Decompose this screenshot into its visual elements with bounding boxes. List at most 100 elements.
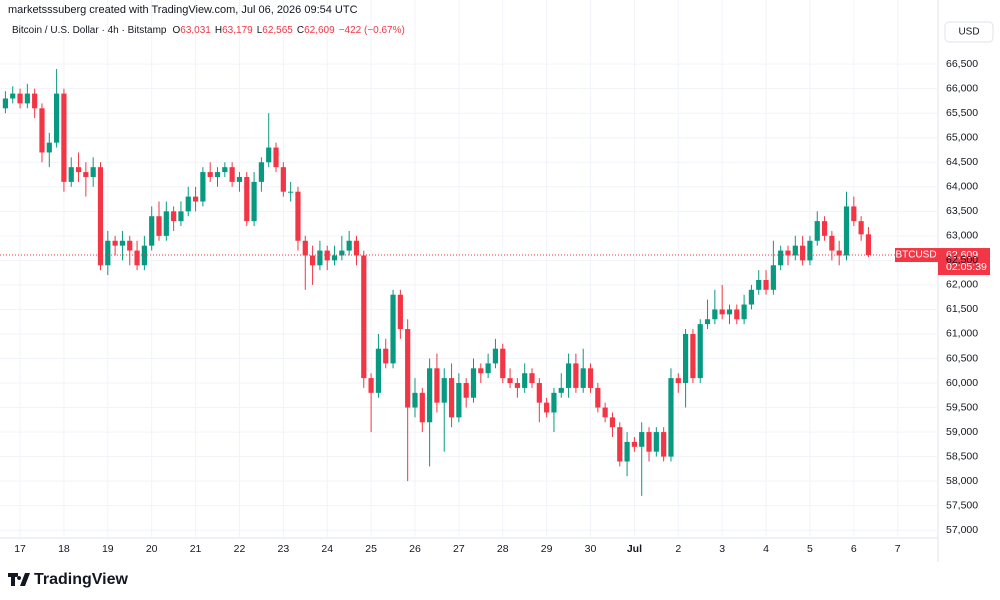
x-tick-label: 26 (409, 543, 421, 555)
ohlc-value: 63,179 (222, 25, 253, 36)
candle-body (24, 93, 30, 104)
y-tick-label: 57,000 (946, 524, 978, 536)
candle-body (46, 142, 52, 153)
candle-body (185, 196, 191, 212)
candle-body (558, 387, 564, 393)
candle-body (90, 167, 96, 177)
candle-body (134, 250, 140, 266)
candle-body (375, 348, 382, 393)
candle-body (668, 378, 674, 457)
symbol-header: Bitcoin / U.S. Dollar · 4h · Bitstamp O63… (12, 25, 405, 36)
x-tick-label: 25 (365, 543, 377, 555)
y-tick-label: 58,000 (946, 475, 978, 487)
candle-body (792, 245, 798, 256)
y-tick-label: 62,500 (946, 254, 978, 266)
candle-body (171, 211, 177, 222)
candle-body (712, 309, 718, 320)
candle-body (470, 368, 477, 398)
y-tick-label: 60,000 (946, 377, 978, 389)
x-tick-label: 6 (851, 543, 857, 555)
y-tick-label: 57,500 (946, 499, 978, 511)
x-tick-label: 4 (763, 543, 769, 555)
candle-body (61, 93, 67, 182)
candle-body (361, 255, 367, 379)
change: −422 (−0.67%) (339, 25, 405, 36)
candle-body (646, 432, 652, 452)
candle-body (127, 240, 133, 251)
currency[interactable]: USD (958, 27, 979, 38)
candle-body (346, 240, 352, 251)
candle-body (97, 167, 104, 266)
brand-logo (8, 573, 30, 586)
candle-body (536, 383, 542, 403)
x-tick-label: 28 (497, 543, 509, 555)
candle-body (288, 191, 294, 193)
candle-body (821, 221, 828, 236)
candle-body (427, 368, 433, 423)
candle-body (551, 392, 557, 413)
candle-body (258, 162, 264, 182)
candle-body (397, 294, 403, 330)
candle-body (229, 167, 235, 182)
candle-body (507, 378, 513, 384)
candle-body (434, 368, 440, 403)
candle-body (478, 368, 484, 374)
candle-body (2, 98, 9, 109)
ticker: BTCUSD (895, 250, 936, 261)
candle-body (573, 363, 579, 388)
symbol-title: Bitcoin / U.S. Dollar · 4h · Bitstamp (12, 25, 167, 36)
candle-body (544, 402, 550, 413)
candle-body (54, 93, 60, 143)
x-tick-label: 20 (146, 543, 158, 555)
x-tick-label: 29 (541, 543, 553, 555)
candle-body (719, 309, 725, 315)
candle-body (748, 289, 755, 305)
candle-body (156, 216, 162, 236)
candle-body (682, 333, 689, 384)
candle-body (522, 373, 528, 388)
y-tick-label: 64,000 (946, 181, 978, 193)
credit: marketsssuberg created with TradingView.… (8, 4, 358, 16)
candle-body (609, 417, 616, 428)
candle-body (10, 93, 16, 99)
candle-body (266, 147, 272, 163)
candle-body (448, 378, 455, 418)
x-tick-label: 7 (895, 543, 901, 555)
x-tick-label: 21 (190, 543, 202, 555)
candle-body (222, 167, 228, 173)
candle-body (492, 348, 499, 364)
candle-body (163, 211, 169, 236)
currency-box[interactable] (944, 21, 994, 43)
x-tick-label: 23 (277, 543, 289, 555)
candle-body (631, 441, 638, 447)
candle-body (756, 280, 762, 290)
candle-body (412, 392, 418, 408)
x-tick-label: 2 (675, 543, 681, 555)
candle-body (865, 234, 872, 256)
y-tick-label: 63,500 (946, 205, 978, 217)
x-tick-label: 24 (321, 543, 333, 555)
candle-body (485, 363, 491, 374)
brand: TradingView (34, 571, 129, 588)
candle-body (529, 373, 535, 384)
ohlc-value: 62,565 (262, 25, 293, 36)
x-tick-label: Jul (627, 543, 642, 555)
x-tick-label: 22 (234, 543, 246, 555)
candle-body (807, 240, 813, 261)
candle-body (200, 172, 206, 202)
candle-body (441, 378, 447, 403)
y-tick-label: 63,000 (946, 230, 978, 242)
candle-body (419, 392, 425, 423)
candle-body (763, 280, 769, 290)
candle-body (149, 216, 155, 246)
candle-body (602, 407, 608, 418)
candle-body (302, 240, 308, 256)
y-tick-label: 60,500 (946, 352, 978, 364)
candle-body (368, 378, 374, 393)
candle-body (214, 172, 221, 177)
candle-body (617, 427, 623, 462)
